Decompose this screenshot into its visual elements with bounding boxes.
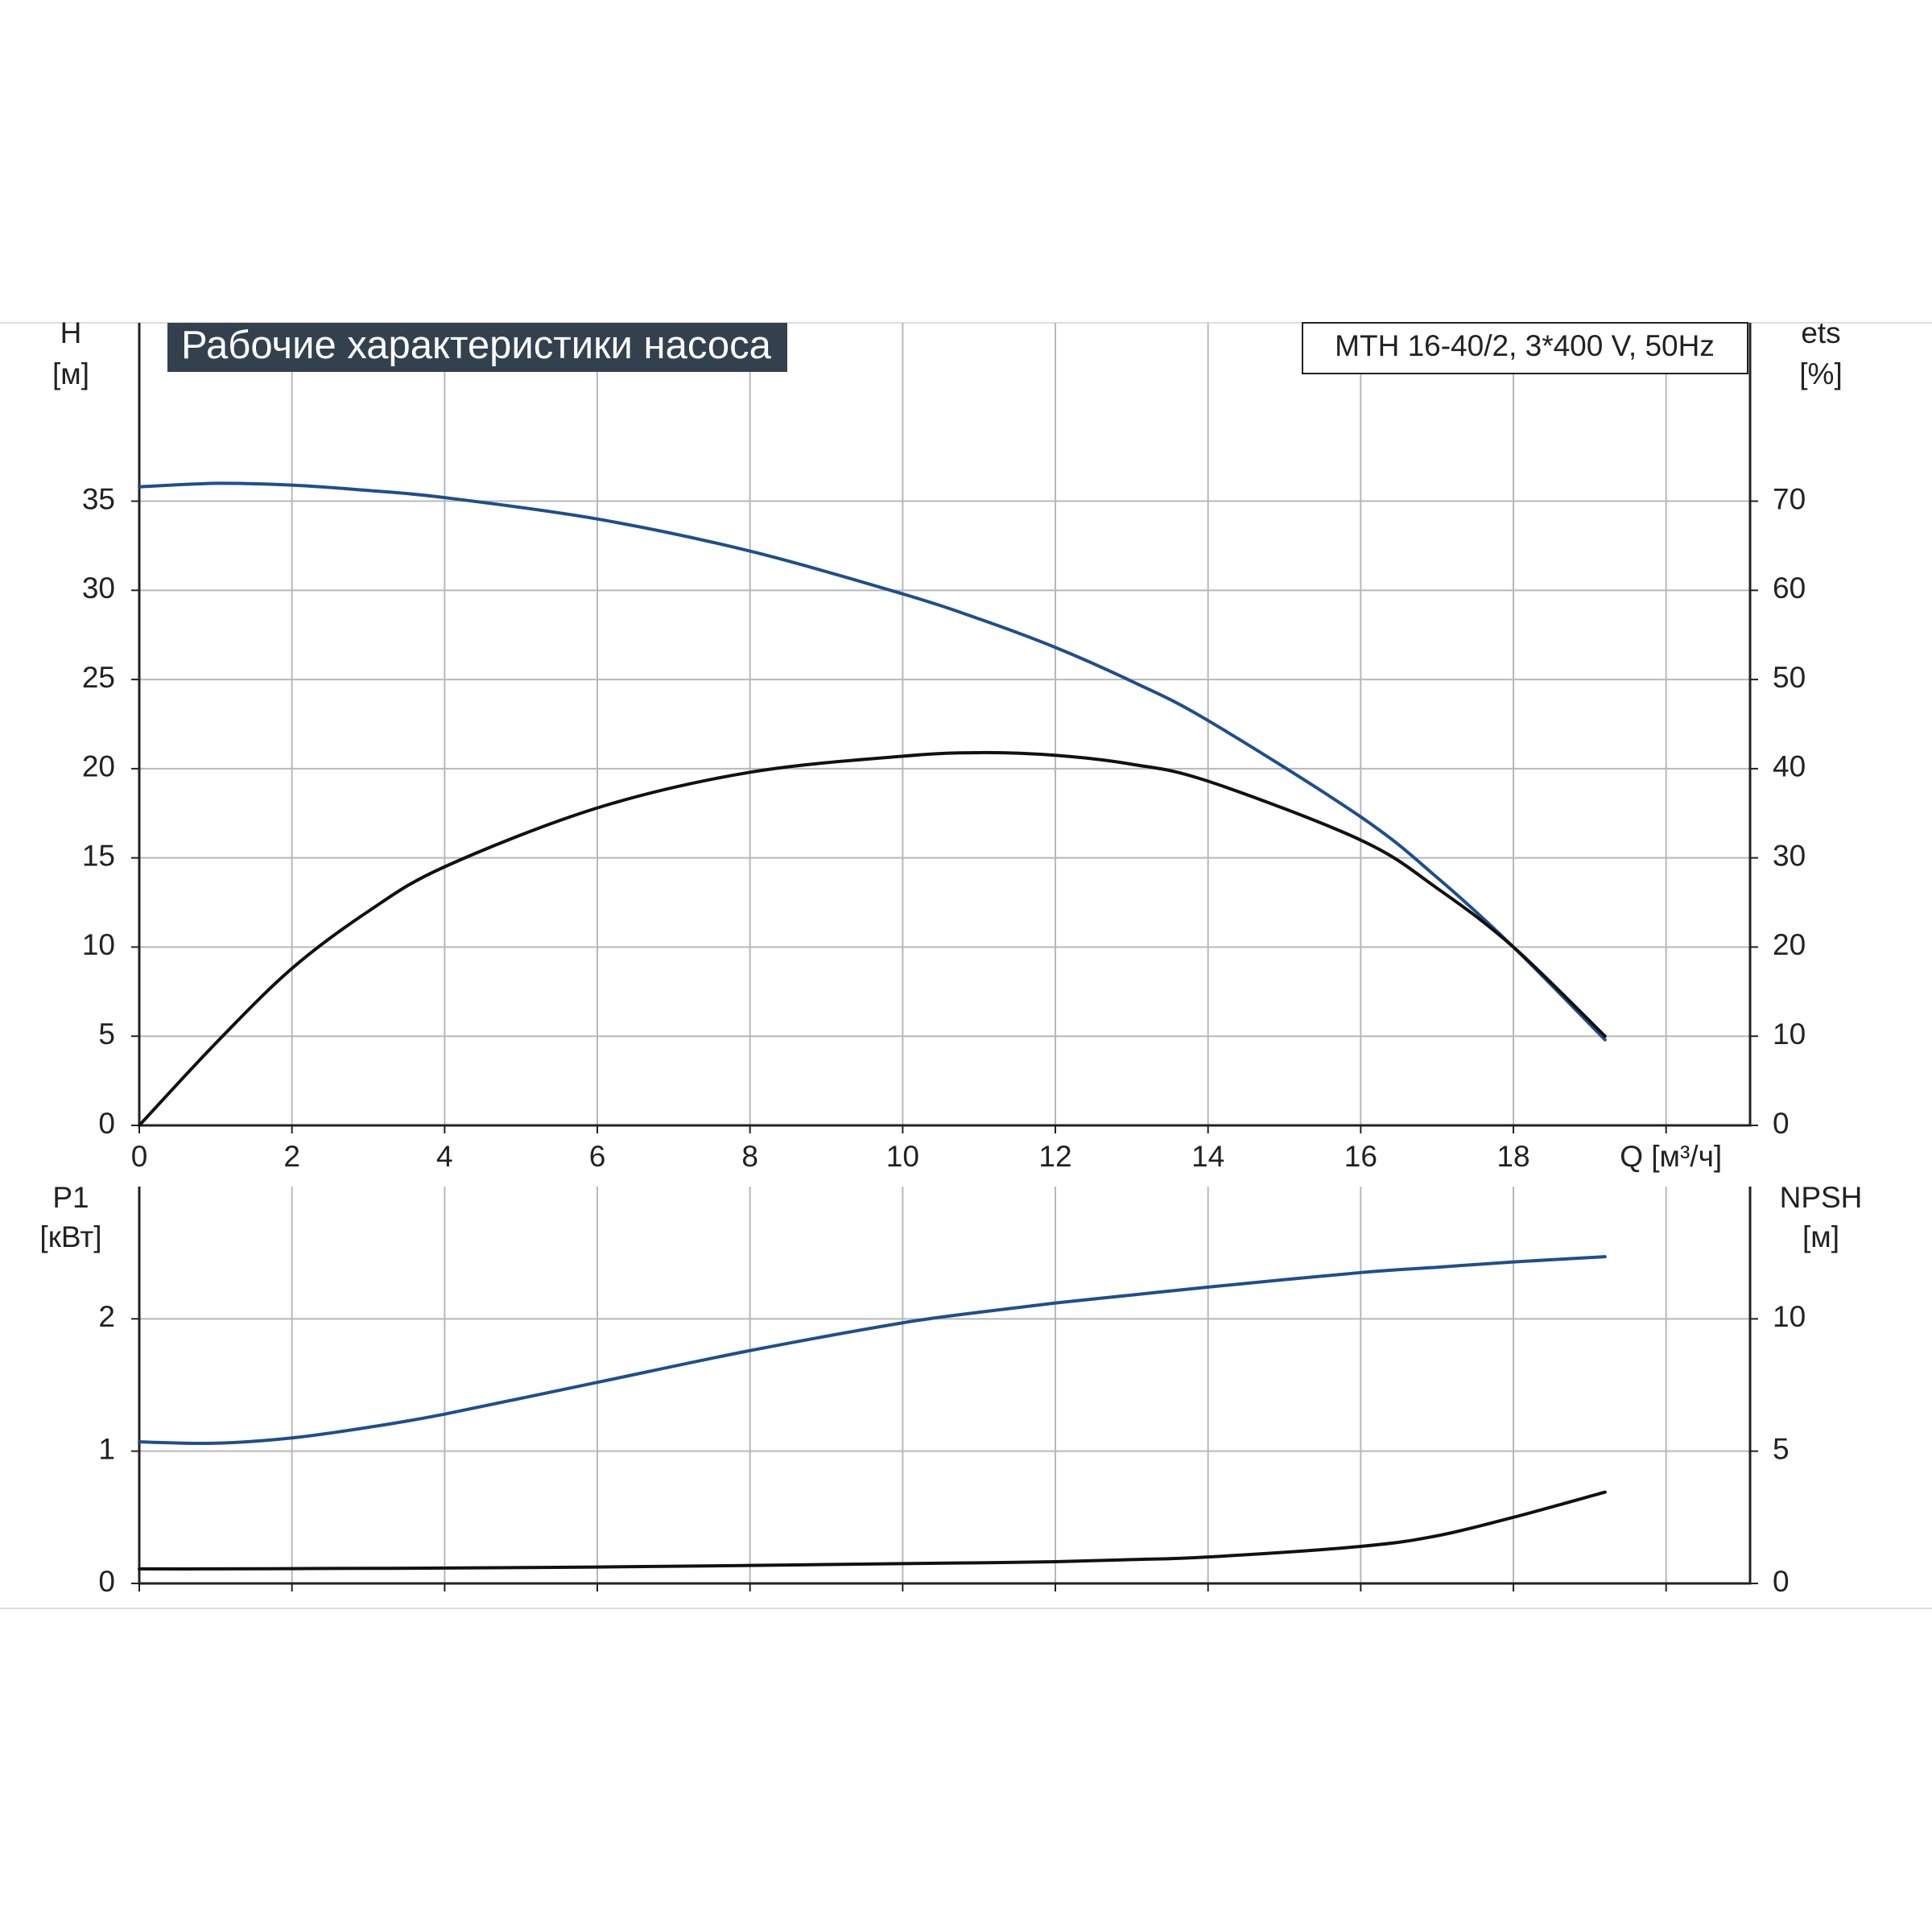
y-tick-label: 25 <box>82 661 115 694</box>
y2-tick-label: 70 <box>1773 482 1806 515</box>
title-box <box>167 323 787 372</box>
y2-tick-label: 10 <box>1773 1018 1806 1051</box>
x-tick-label: 10 <box>886 1140 919 1173</box>
y2-tick-label: 60 <box>1773 572 1806 605</box>
axis-frame <box>138 1187 1752 1585</box>
x-tick-label: 14 <box>1191 1140 1224 1173</box>
y2-tick-label: 50 <box>1773 661 1806 694</box>
labels-layer: Рабочие характеристики насоса MTH 16-40/… <box>39 316 1862 1598</box>
axis-frame <box>138 323 1752 1127</box>
y-tick-label: 35 <box>82 482 115 515</box>
chart-subtitle: MTH 16-40/2, 3*400 V, 50Hz <box>1335 329 1715 362</box>
y-tick-label: 2 <box>98 1300 115 1333</box>
y-axis-label: P1 <box>52 1181 89 1214</box>
y2-tick-label: 20 <box>1773 928 1806 961</box>
y-axis-label: H <box>60 316 82 349</box>
y2-tick-label: 10 <box>1773 1300 1806 1333</box>
x-tick-label: 4 <box>436 1140 453 1173</box>
x-tick-label: 8 <box>741 1140 758 1173</box>
y-tick-label: 15 <box>82 839 115 872</box>
y2-tick-label: 30 <box>1773 839 1806 872</box>
series-line <box>138 1255 1607 1445</box>
y2-tick-label: 0 <box>1773 1565 1790 1598</box>
y-tick-label: 0 <box>98 1107 115 1140</box>
y-axis-unit: [кВт] <box>39 1220 101 1253</box>
y2-axis-label: ets <box>1801 316 1840 349</box>
y-axis-unit: [м] <box>52 357 89 390</box>
y2-axis-unit: [%] <box>1799 357 1842 390</box>
x-tick-label: 18 <box>1496 1140 1530 1173</box>
chart-title: Рабочие характеристики насоса <box>181 324 772 367</box>
y-tick-label: 5 <box>98 1018 115 1051</box>
lines-layer <box>138 481 1607 1571</box>
series-line <box>138 481 1607 1042</box>
x-axis-label: Q [м³/ч] <box>1620 1140 1722 1173</box>
y-tick-label: 1 <box>98 1432 115 1465</box>
y2-tick-label: 0 <box>1773 1107 1790 1140</box>
y-tick-label: 10 <box>82 928 115 961</box>
y2-axis-label: NPSH <box>1780 1181 1863 1214</box>
x-tick-label: 16 <box>1344 1140 1377 1173</box>
model-box <box>1302 322 1748 374</box>
y2-tick-label: 5 <box>1773 1432 1790 1465</box>
y-tick-label: 30 <box>82 572 115 605</box>
x-tick-label: 12 <box>1038 1140 1071 1173</box>
y-tick-label: 20 <box>82 750 115 783</box>
x-tick-label: 2 <box>283 1140 300 1173</box>
series-line <box>138 750 1607 1127</box>
x-tick-label: 0 <box>131 1140 148 1173</box>
grid-layer <box>131 323 1758 1591</box>
series-line <box>138 1490 1607 1571</box>
y-tick-label: 0 <box>98 1565 115 1598</box>
y2-tick-label: 40 <box>1773 750 1806 783</box>
x-tick-label: 6 <box>589 1140 606 1173</box>
y2-axis-unit: [м] <box>1802 1220 1839 1253</box>
